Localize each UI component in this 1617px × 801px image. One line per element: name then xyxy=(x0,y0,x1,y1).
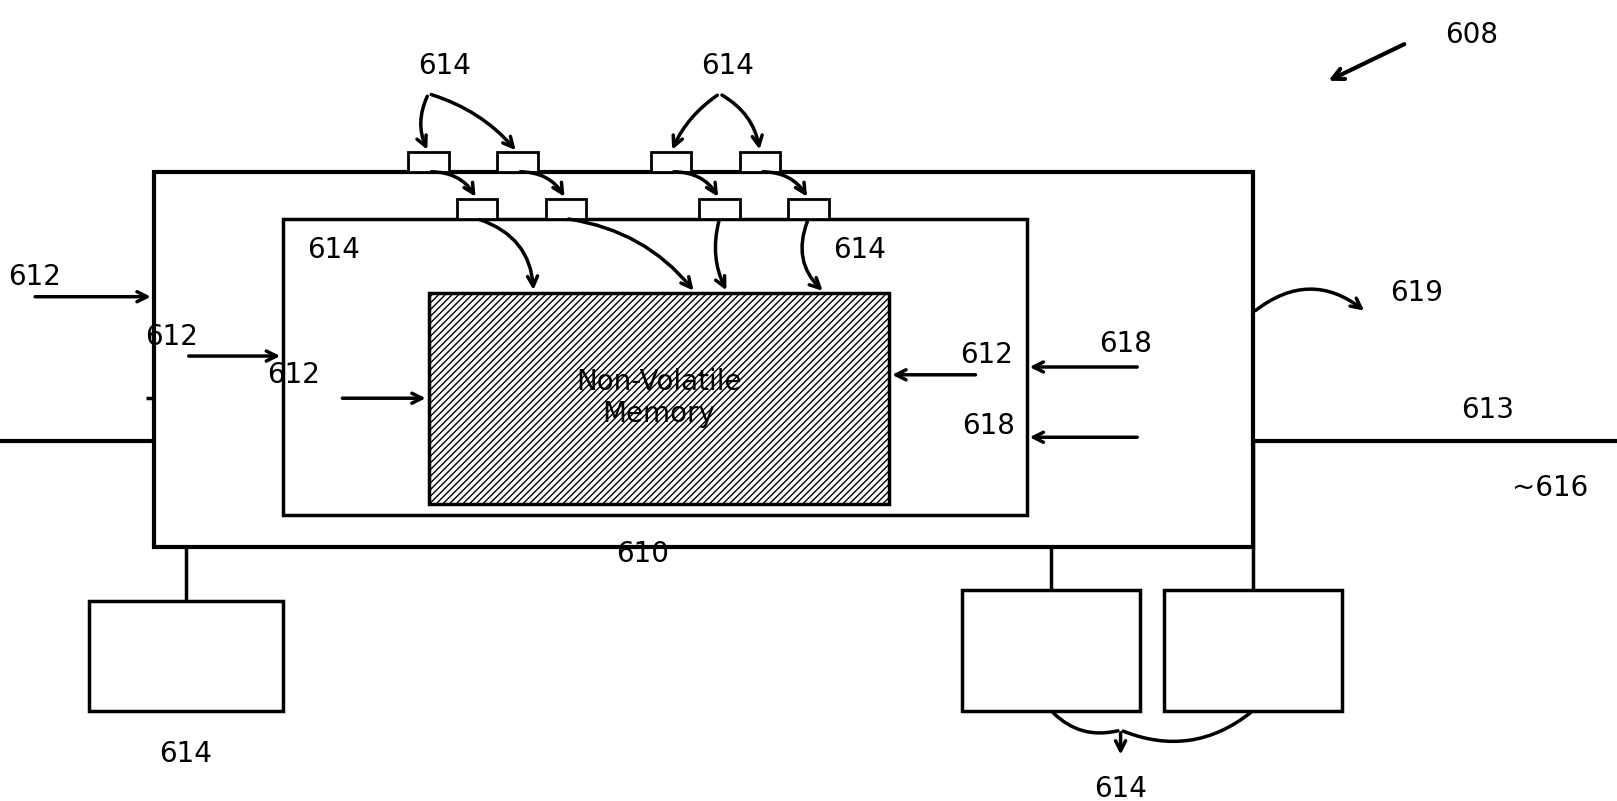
Bar xyxy=(962,590,1140,710)
Text: 618: 618 xyxy=(962,412,1015,440)
Text: 618: 618 xyxy=(1100,329,1153,357)
Text: 614: 614 xyxy=(160,739,212,767)
Text: 612: 612 xyxy=(960,341,1012,369)
Bar xyxy=(1164,590,1342,710)
Text: ~616: ~616 xyxy=(1512,474,1588,502)
Text: Non-Volatile
Memory: Non-Volatile Memory xyxy=(576,368,742,429)
Bar xyxy=(154,171,1253,546)
Text: 614: 614 xyxy=(307,235,361,264)
Bar xyxy=(498,152,538,171)
Text: 612: 612 xyxy=(267,360,320,388)
Text: 612: 612 xyxy=(146,323,199,351)
Bar xyxy=(650,152,692,171)
Text: 608: 608 xyxy=(1446,21,1497,49)
Bar xyxy=(789,199,828,219)
Text: 614: 614 xyxy=(1095,775,1146,801)
Bar xyxy=(739,152,781,171)
Text: 619: 619 xyxy=(1391,279,1444,307)
Bar xyxy=(547,199,587,219)
Text: 614: 614 xyxy=(702,52,754,80)
Bar xyxy=(407,152,450,171)
Bar xyxy=(283,219,1027,515)
Bar xyxy=(89,602,283,710)
Bar xyxy=(429,293,889,504)
Text: 614: 614 xyxy=(419,52,471,80)
Text: 610: 610 xyxy=(616,541,669,569)
Text: 614: 614 xyxy=(833,235,886,264)
Text: 613: 613 xyxy=(1462,396,1514,424)
Bar xyxy=(456,199,498,219)
Bar xyxy=(699,199,741,219)
Text: 612: 612 xyxy=(8,264,61,292)
